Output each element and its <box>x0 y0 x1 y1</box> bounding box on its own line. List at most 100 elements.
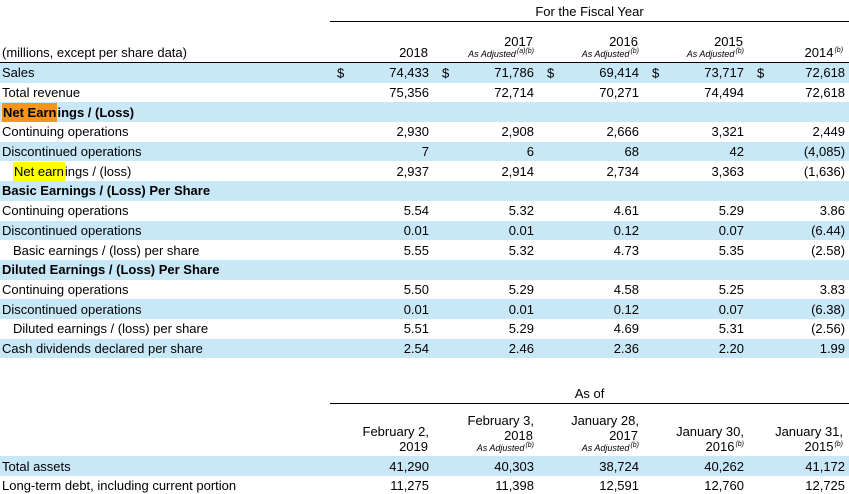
cell-value <box>540 181 645 201</box>
value-text: 74,433 <box>389 65 429 81</box>
value-text: 1.99 <box>819 340 846 356</box>
search-highlight: Net Earn <box>2 102 58 122</box>
cell-value <box>645 102 750 122</box>
cell-value: 12,760 <box>645 476 750 494</box>
dollar-sign: $ <box>547 65 555 81</box>
date-label: February 2, <box>362 424 429 440</box>
date-label: January 31, <box>775 424 844 440</box>
row-label: Sales <box>2 65 35 81</box>
row-label: Discontinued operations <box>2 222 142 238</box>
row-label: Total revenue <box>2 85 81 101</box>
value-text: 5.32 <box>508 242 534 258</box>
table-row: Cash dividends declared per share 2.54 2.4… <box>0 338 849 359</box>
dollar-sign: $ <box>757 65 765 81</box>
cell-value: 70,271 <box>540 83 645 103</box>
value-text: (6.38) <box>811 301 846 317</box>
cell-value: 4.61 <box>540 201 645 221</box>
value-text: 2,908 <box>501 124 534 140</box>
date-label: January 30, <box>676 424 744 440</box>
cell-value <box>750 102 849 122</box>
value-text: 12,725 <box>805 478 846 494</box>
value-text: 2,734 <box>606 163 639 179</box>
value-text: 40,262 <box>704 458 744 474</box>
cell-value: 11,275 <box>330 476 435 494</box>
cell-value: $69,414 <box>540 63 645 83</box>
table-row: Sales $74,433 $71,786 $69,414 $73,717 $72,618 <box>0 62 849 83</box>
row-label: Net Earnings / (Loss) <box>2 102 135 122</box>
value-text: 5.55 <box>403 242 429 258</box>
year-label: 2017 <box>504 34 533 49</box>
cell-value: 72,714 <box>435 83 540 103</box>
value-text: 3.86 <box>819 203 846 219</box>
value-text: 2.36 <box>613 340 639 356</box>
cell-value: 0.07 <box>645 221 750 241</box>
value-text: 41,172 <box>805 458 846 474</box>
value-text: 2,449 <box>812 124 846 140</box>
value-text: 0.01 <box>508 301 534 317</box>
table-row: Diluted earnings / (loss) per share 5.51 5… <box>0 319 849 339</box>
table-row: Diluted Earnings / (Loss) Per Share <box>0 259 849 280</box>
column-header-2015: 2015 As Adjusted(b) <box>645 21 750 63</box>
cell-value: 2.36 <box>540 339 645 359</box>
as-adjusted-note: As Adjusted(b) <box>581 442 639 454</box>
value-text: 0.12 <box>613 222 639 238</box>
value-text: 7 <box>421 144 429 160</box>
value-text: 12,591 <box>599 478 639 494</box>
dollar-sign: $ <box>652 65 660 81</box>
table-row: Continuing operations 5.54 5.32 4.61 5.29 3.8… <box>0 201 849 221</box>
fiscal-group-header: For the Fiscal Year <box>330 0 849 22</box>
table-row: Net earnings / (loss) 2,937 2,914 2,734 3,36… <box>0 161 849 181</box>
table-row: Discontinued operations 0.01 0.01 0.12 0.07 (… <box>0 299 849 319</box>
value-text: 5.50 <box>403 281 429 297</box>
as-adjusted-note: As Adjusted(b) <box>476 442 534 454</box>
value-text: (2.56) <box>811 321 846 337</box>
cell-value <box>750 260 849 280</box>
value-text: 72,714 <box>494 85 534 101</box>
row-label: Cash dividends declared per share <box>2 340 203 356</box>
cell-value: 42 <box>645 142 750 162</box>
cell-value: 12,591 <box>540 476 645 494</box>
cell-value <box>750 181 849 201</box>
column-header-row: February 2, 2019 February 3, 2018 As Adj… <box>0 404 849 457</box>
corner-spacer <box>0 382 330 404</box>
cell-value: 5.35 <box>645 240 750 260</box>
row-label: Diluted Earnings / (Loss) Per Share <box>2 262 220 278</box>
date-label: February 3, <box>467 413 534 429</box>
value-text: 69,414 <box>599 65 639 81</box>
value-text: 5.29 <box>508 281 534 297</box>
value-text: 2,937 <box>396 163 429 179</box>
dollar-sign: $ <box>442 65 450 81</box>
cell-value: 5.29 <box>435 319 540 339</box>
value-text: 11,398 <box>495 478 534 494</box>
cell-value: 2,930 <box>330 122 435 142</box>
table-row: Continuing operations 2,930 2,908 2,666 3,32… <box>0 122 849 142</box>
cell-value: 11,398 <box>435 476 540 494</box>
value-text: 5.51 <box>403 321 429 337</box>
table-row: Total assets 41,290 40,303 38,724 40,262 41,1… <box>0 456 849 476</box>
table-row: Long-term debt, including current portio… <box>0 476 849 494</box>
cell-value: 3,363 <box>645 161 750 181</box>
value-text: 5.25 <box>718 281 744 297</box>
row-label: Continuing operations <box>2 281 129 297</box>
cell-value <box>435 102 540 122</box>
cell-value: (2.56) <box>750 319 849 339</box>
row-label: Continuing operations <box>2 203 129 219</box>
value-text: 0.07 <box>718 301 744 317</box>
cell-value: 3.83 <box>750 280 849 300</box>
cell-value: 5.55 <box>330 240 435 260</box>
value-text: 3,363 <box>711 163 744 179</box>
cell-value: 5.25 <box>645 280 750 300</box>
value-text: (6.44) <box>811 222 846 238</box>
value-text: 4.73 <box>613 242 639 258</box>
corner-label <box>0 404 330 457</box>
cell-value: 2,937 <box>330 161 435 181</box>
cell-value: 0.07 <box>645 299 750 319</box>
value-text: 12,760 <box>704 478 744 494</box>
cell-value: 5.32 <box>435 201 540 221</box>
column-header-jan-30-2016: January 30, 2016(b) <box>645 404 750 457</box>
row-label: Long-term debt, including current portio… <box>2 478 237 494</box>
dollar-sign: $ <box>337 65 345 81</box>
corner-label: (millions, except per share data) <box>0 21 330 63</box>
year-label: 2014(b) <box>804 45 844 60</box>
